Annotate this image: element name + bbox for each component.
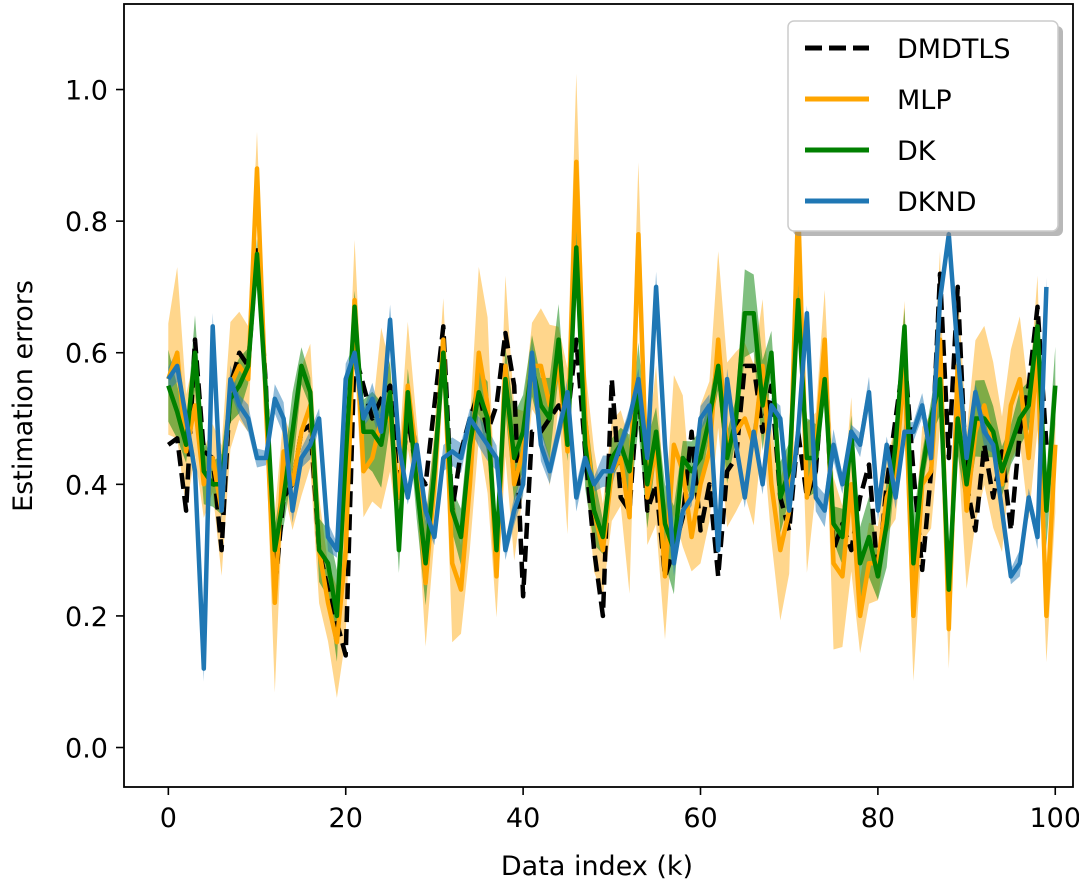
y-tick-label: 0.6: [65, 339, 108, 370]
legend-label-mlp: MLP: [897, 85, 952, 116]
x-tick-label: 0: [160, 803, 177, 834]
y-axis-label: Estimation errors: [8, 280, 39, 512]
y-tick-label: 0.2: [65, 602, 108, 633]
plot-area: [166, 73, 1058, 698]
x-tick-label: 40: [506, 803, 540, 834]
legend-label-dmdtls: DMDTLS: [897, 34, 1011, 65]
x-tick-label: 100: [1029, 803, 1079, 834]
x-tick-label: 20: [329, 803, 363, 834]
x-axis-label: Data index (k): [501, 851, 693, 882]
x-tick-label: 80: [861, 803, 895, 834]
y-tick-label: 0.0: [65, 734, 108, 765]
series-line-dknd: [166, 232, 1049, 671]
y-tick-label: 0.8: [65, 207, 108, 238]
x-axis: 0 20 40 60 80 100: [160, 787, 1079, 834]
legend-label-dknd: DKND: [897, 187, 976, 218]
axes-frame: [123, 3, 1074, 788]
y-tick-label: 1.0: [65, 76, 108, 107]
y-tick-label: 0.4: [65, 470, 108, 501]
legend-label-dk: DK: [897, 136, 937, 167]
legend-box: [787, 20, 1059, 232]
y-axis: 0.0 0.2 0.4 0.6 0.8 1.0: [65, 76, 124, 765]
legend: DMDTLS MLP DK DKND: [787, 20, 1063, 236]
x-tick-label: 60: [683, 803, 717, 834]
series-line-dk: [166, 245, 1058, 619]
